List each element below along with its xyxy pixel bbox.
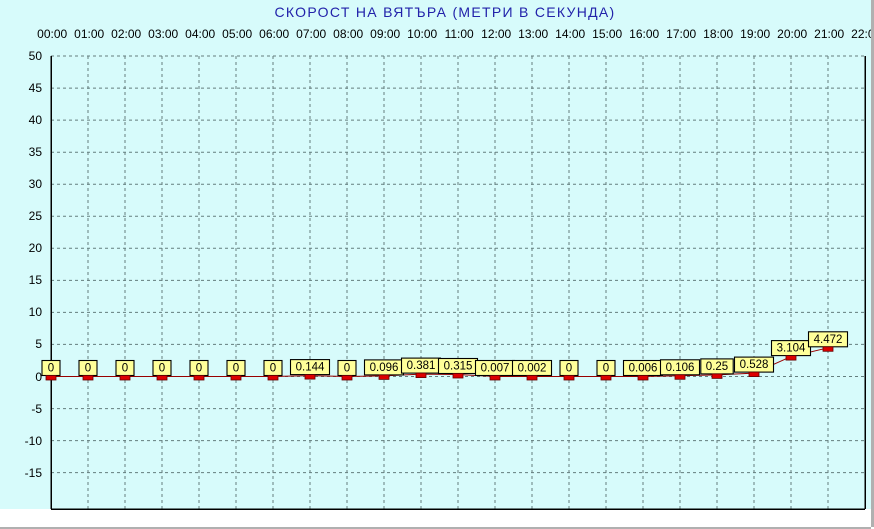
svg-text:0: 0 <box>233 363 239 375</box>
svg-text:0.381: 0.381 <box>407 360 436 372</box>
svg-text:0.096: 0.096 <box>370 362 399 374</box>
svg-text:0.007: 0.007 <box>481 363 510 375</box>
svg-text:0: 0 <box>122 363 128 375</box>
svg-text:0.106: 0.106 <box>666 362 695 374</box>
svg-text:0.315: 0.315 <box>444 361 473 373</box>
svg-text:0: 0 <box>48 363 54 375</box>
svg-text:4.472: 4.472 <box>814 334 843 346</box>
svg-text:0.002: 0.002 <box>518 363 547 375</box>
svg-text:0.528: 0.528 <box>740 359 769 371</box>
svg-text:0.006: 0.006 <box>629 363 658 375</box>
svg-text:0: 0 <box>85 363 91 375</box>
svg-text:0.25: 0.25 <box>706 361 728 373</box>
svg-text:0: 0 <box>344 363 350 375</box>
svg-text:0.144: 0.144 <box>296 362 325 374</box>
svg-text:0: 0 <box>196 363 202 375</box>
svg-text:0: 0 <box>270 363 276 375</box>
svg-text:0: 0 <box>566 363 572 375</box>
svg-text:3.104: 3.104 <box>777 343 806 355</box>
svg-text:0: 0 <box>603 363 609 375</box>
svg-text:0: 0 <box>159 363 165 375</box>
